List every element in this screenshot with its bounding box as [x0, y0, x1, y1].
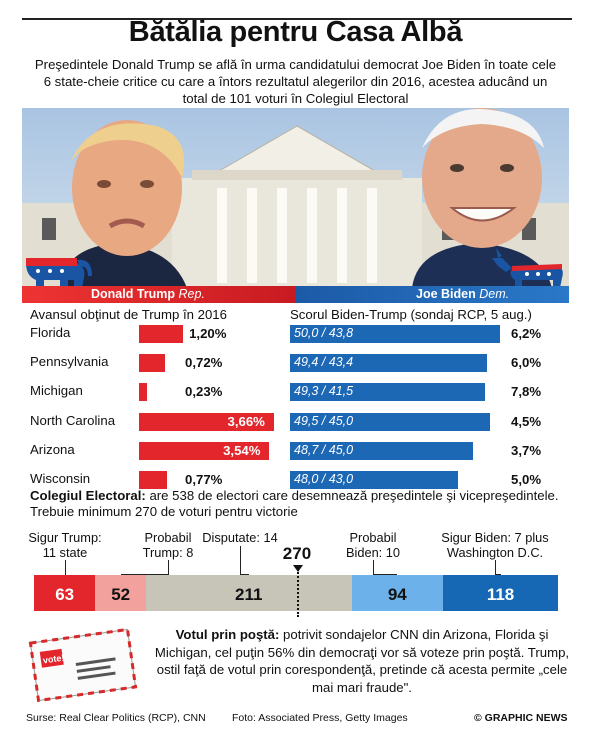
electoral-leader-line: [65, 560, 66, 575]
state-label: Wisconsin: [30, 471, 91, 486]
biden-poll-bar: [290, 383, 486, 402]
page-title: Bătălia pentru Casa Albă: [128, 16, 463, 48]
trump-lead-heading: Avansul obţinut de Trump în 2016: [30, 307, 227, 322]
state-label: Arizona: [30, 441, 75, 457]
mail-heading: Votul prin poştă:: [175, 627, 280, 642]
trump-lead-value: 3,54%: [223, 442, 261, 458]
electoral-category-label: Probabil Trump: 8: [142, 530, 194, 560]
poll-score-label: 49,4 / 43,4: [294, 355, 354, 370]
electoral-segment: [95, 575, 146, 611]
poll-score-label: 49,3 / 41,5: [294, 384, 354, 399]
biden-name: Joe Biden: [416, 287, 476, 301]
electoral-segment: [443, 575, 558, 611]
electoral-segment-value: 63: [55, 585, 75, 604]
poll-margin-value: 3,7%: [511, 442, 542, 458]
electoral-segment-value: 118: [486, 585, 515, 604]
biden-poll-bar: [290, 441, 473, 460]
threshold-label: 270: [282, 544, 312, 563]
poll-margin-value: 6,2%: [511, 326, 542, 341]
electoral-category-label: Sigur Trump: 11 state: [28, 530, 102, 560]
biden-label: Joe Biden Dem.: [416, 287, 509, 301]
electoral-leader-line: [373, 574, 398, 575]
trump-lead-value: 0,77%: [185, 472, 223, 487]
poll-margin-value: 4,5%: [511, 413, 542, 429]
electoral-segment: [146, 575, 352, 611]
poll-score-label: 48,7 / 45,0: [294, 442, 354, 457]
poll-score-label: 49,5 / 45,0: [294, 413, 354, 428]
electoral-leader-line: [120, 574, 168, 575]
biden-poll-bar: [290, 471, 458, 489]
poll-margin-value: 7,8%: [511, 384, 542, 400]
electoral-category-label: Disputate: 14: [202, 530, 278, 545]
electoral-category-label: Sigur Biden: 7 plus Washington D.C.: [441, 530, 549, 560]
republican-strip: [22, 286, 295, 303]
trump-name: Donald Trump: [91, 287, 176, 301]
hero-illustration: [22, 108, 569, 288]
trump-label: Donald Trump Rep.: [91, 287, 205, 301]
trump-lead-bar: [139, 412, 274, 431]
electoral-text: are 538 de electori care desemnează preş…: [30, 488, 559, 519]
trump-lead-value: 0,23%: [185, 384, 223, 400]
electoral-leader-line: [495, 560, 496, 575]
footer-photo: Foto: Associated Press, Getty Images: [232, 712, 408, 724]
trump-lead-bar: [139, 354, 166, 373]
biden-party: Dem.: [479, 287, 510, 301]
trump-lead-bar: [139, 383, 148, 402]
state-label: Pennsylvania: [30, 354, 109, 370]
electoral-segment: [351, 575, 444, 611]
mail-text: potrivit sondajelor CNN din Arizona, Flo…: [154, 627, 570, 695]
trump-party: Rep.: [178, 287, 205, 301]
hero-photo: [22, 108, 569, 288]
electoral-leader-line: [240, 546, 241, 575]
threshold-line: [296, 569, 299, 617]
state-label: North Carolina: [30, 412, 116, 428]
democrat-strip: [295, 286, 569, 303]
electoral-category-label: Probabil Biden: 10: [345, 530, 401, 560]
electoral-leader-line: [373, 560, 374, 575]
trump-lead-value: 1,20%: [189, 326, 227, 341]
biden-poll-bar: [290, 412, 490, 431]
poll-heading: Scorul Biden-Trump (sondaj RCP, 5 aug.): [290, 307, 532, 322]
frame-border: [22, 18, 572, 728]
trump-lead-bar: [139, 471, 168, 489]
trump-portrait: [62, 120, 187, 288]
threshold-marker: [292, 565, 303, 572]
poll-score-label: 48,0 / 43,0: [294, 472, 354, 486]
envelope-icon: vote!: [28, 628, 138, 702]
envelope-label: vote!: [42, 653, 65, 666]
trump-lead-bar: [139, 325, 184, 343]
elephant-icon: [26, 258, 92, 288]
page-subtitle: Preşedintele Donald Trump se află în urm…: [34, 57, 557, 106]
poll-margin-value: 6,0%: [511, 355, 542, 371]
electoral-leader-line: [168, 560, 169, 575]
biden-poll-bar: [290, 354, 488, 373]
footer-credit: © GRAPHIC NEWS: [474, 712, 568, 724]
biden-portrait: [412, 108, 552, 288]
donkey-icon: [492, 248, 563, 288]
trump-lead-bar: [139, 441, 270, 460]
electoral-segment-value: 94: [387, 585, 407, 604]
electoral-leader-line: [495, 574, 501, 575]
footer-sources: Surse: Real Clear Politics (RCP), CNN: [26, 712, 206, 724]
electoral-segment-value: 211: [235, 585, 263, 604]
electoral-segment: [34, 575, 96, 611]
electoral-college-note: Colegiul Electoral: are 538 de electori …: [30, 488, 570, 520]
candidate-strip: Donald Trump Rep. Joe Biden Dem.: [22, 286, 569, 303]
trump-lead-value: 0,72%: [185, 355, 223, 371]
mail-vote-note: Votul prin poştă: potrivit sondajelor CN…: [152, 626, 572, 696]
poll-score-label: 50,0 / 43,8: [294, 326, 354, 340]
electoral-leader-line: [240, 574, 249, 575]
state-label: Michigan: [30, 383, 83, 399]
electoral-heading: Colegiul Electoral:: [30, 488, 146, 503]
poll-margin-value: 5,0%: [511, 472, 542, 487]
state-label: Florida: [30, 325, 71, 340]
trump-lead-value: 3,66%: [227, 413, 265, 429]
biden-poll-bar: [290, 325, 500, 343]
electoral-segment-value: 52: [111, 585, 131, 604]
